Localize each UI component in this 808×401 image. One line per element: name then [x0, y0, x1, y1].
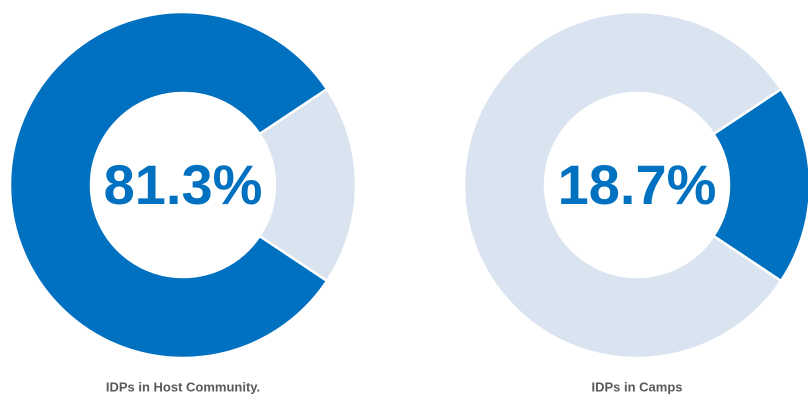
chart-caption: IDPs in Host Community.: [106, 379, 260, 394]
center-value: 18.7%: [558, 153, 717, 216]
center-value: 81.3%: [104, 153, 263, 216]
donut-segment: [462, 10, 783, 360]
donut-segment: [257, 87, 358, 283]
donut-segment: [8, 10, 329, 360]
donut-segment: [711, 87, 808, 283]
chart-caption: IDPs in Camps: [591, 379, 682, 394]
